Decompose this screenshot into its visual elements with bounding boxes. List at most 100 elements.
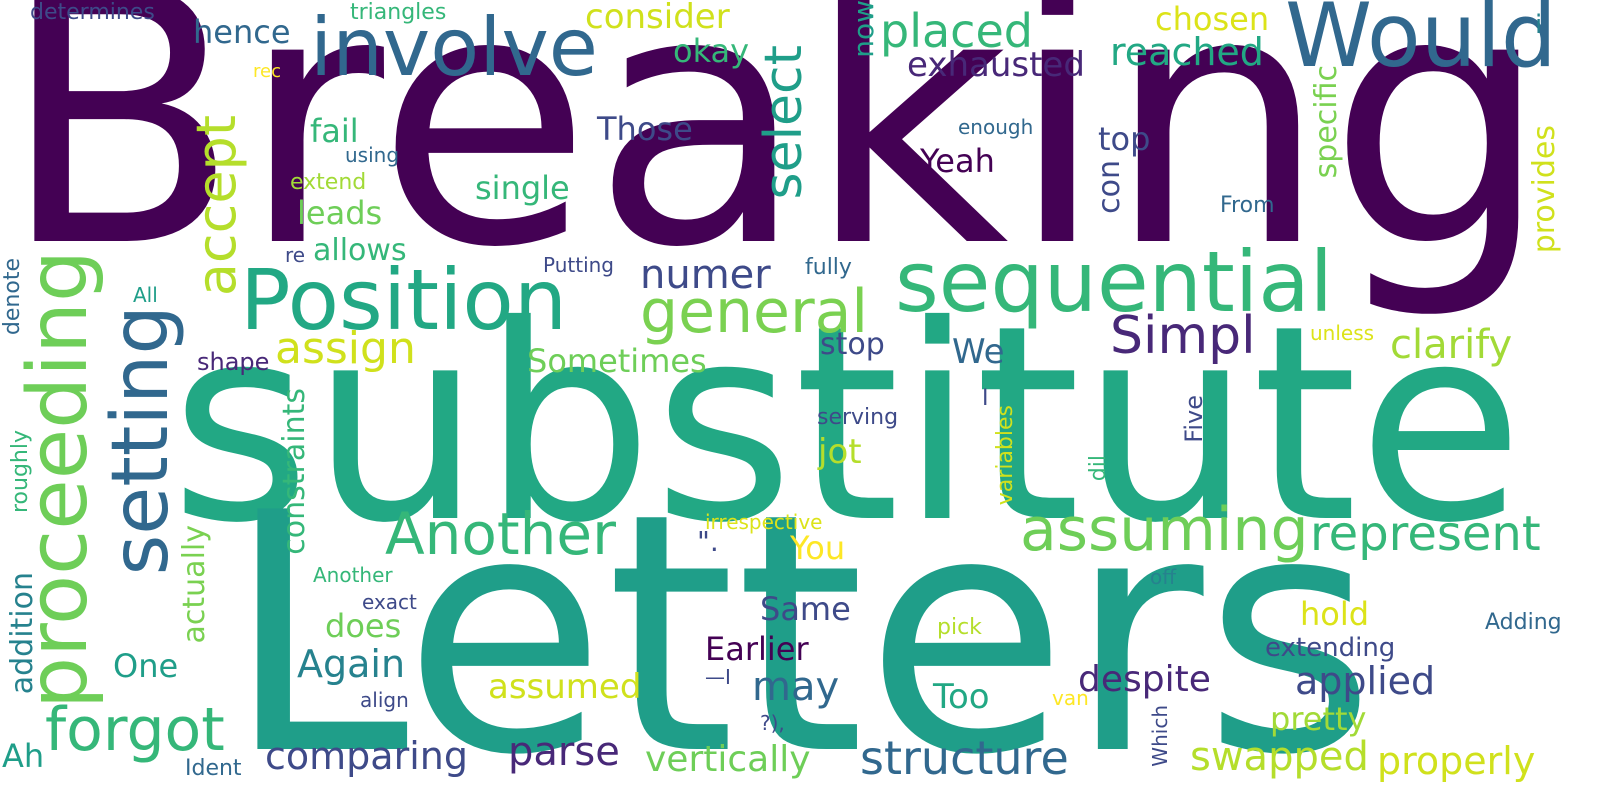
word-another: Another bbox=[385, 500, 616, 568]
word-simpl: Simpl bbox=[1110, 306, 1256, 366]
word-those: Those bbox=[597, 110, 693, 148]
word-denote: denote bbox=[0, 258, 25, 336]
word-swapped: swapped bbox=[1190, 734, 1369, 780]
word-assumed: assumed bbox=[488, 667, 642, 707]
word-one: One bbox=[113, 647, 179, 685]
word-sometimes: Sometimes bbox=[527, 342, 707, 380]
word-exact: exact bbox=[362, 590, 417, 614]
word-from: From bbox=[1220, 193, 1275, 218]
word-using: using bbox=[345, 143, 400, 167]
word-may: may bbox=[752, 664, 840, 710]
word-properly: properly bbox=[1377, 739, 1536, 783]
word-assuming: assuming bbox=[1020, 495, 1309, 565]
word-enough: enough bbox=[958, 115, 1034, 139]
word-consider: consider bbox=[585, 0, 730, 37]
word-too: Too bbox=[933, 677, 990, 717]
word-position: Position bbox=[240, 251, 568, 349]
word-substitute: substitute bbox=[170, 267, 1524, 582]
word-parse: parse bbox=[508, 729, 620, 775]
word-vertically: vertically bbox=[645, 739, 811, 780]
word-same: Same bbox=[760, 590, 851, 628]
word-select: select bbox=[754, 45, 814, 200]
word-van: van bbox=[1052, 686, 1089, 710]
word-now: now bbox=[847, 0, 880, 58]
word-okay: okay bbox=[673, 32, 750, 70]
word-extending: extending bbox=[1265, 633, 1396, 663]
word-all: All bbox=[133, 283, 158, 307]
word-variables: variables bbox=[993, 405, 1018, 506]
word-reached: reached bbox=[1110, 30, 1264, 74]
word-chosen: chosen bbox=[1155, 0, 1270, 38]
word-re: re bbox=[285, 243, 306, 267]
word-irrespective: irrespective bbox=[705, 510, 823, 534]
word-triangles: triangles bbox=[350, 0, 447, 25]
word-I: I bbox=[982, 386, 989, 411]
word-hence: hence bbox=[193, 13, 291, 51]
word-single: single bbox=[475, 169, 570, 207]
word-five: Five bbox=[1180, 395, 1208, 443]
word-assign: assign bbox=[275, 323, 416, 374]
word-putting: Putting bbox=[543, 253, 614, 277]
word-actually: actually bbox=[177, 525, 212, 644]
word-specific: specific bbox=[1309, 65, 1344, 179]
word-roughly: roughly bbox=[8, 430, 33, 514]
word-again: Again bbox=[297, 642, 406, 686]
word-top: top bbox=[1098, 120, 1151, 158]
word-we: We bbox=[952, 332, 1005, 372]
word-ah: Ah bbox=[2, 737, 45, 775]
word-align: align bbox=[360, 688, 409, 712]
word-adding: Adding bbox=[1485, 610, 1562, 635]
word-serving: serving bbox=[817, 405, 899, 430]
word-letters: Letters bbox=[225, 443, 1376, 800]
word-comparing: comparing bbox=[265, 734, 468, 778]
word-hold: hold bbox=[1300, 595, 1370, 633]
word-con: con bbox=[1092, 160, 1127, 214]
word-clarify: clarify bbox=[1390, 322, 1513, 368]
word-pick: pick bbox=[937, 615, 982, 640]
word-off: off bbox=[1150, 565, 1177, 589]
word-question-paren: ?), bbox=[760, 711, 785, 735]
word-allows: allows bbox=[313, 233, 407, 268]
word-represent: represent bbox=[1310, 506, 1541, 562]
word-forgot: forgot bbox=[45, 695, 225, 765]
word-you: You bbox=[790, 529, 846, 567]
word-determines: determines bbox=[30, 0, 155, 25]
word-rec: rec bbox=[253, 61, 281, 82]
word-placed: placed bbox=[880, 4, 1033, 58]
word-addition: addition bbox=[5, 572, 40, 695]
word-which: Which bbox=[1148, 705, 1172, 767]
word-despite: despite bbox=[1078, 659, 1211, 700]
word-sequential: sequential bbox=[895, 233, 1334, 331]
word-i: i bbox=[1535, 10, 1543, 40]
word-fail: fail bbox=[310, 112, 359, 150]
word-extend: extend bbox=[290, 170, 367, 195]
word-shape: shape bbox=[197, 348, 270, 376]
word-involve: involve bbox=[310, 1, 599, 94]
word-would: Would bbox=[1285, 0, 1557, 87]
word-dash-I: —I bbox=[705, 665, 731, 689]
word-pretty: pretty bbox=[1270, 700, 1367, 738]
word-another-small: Another bbox=[313, 563, 393, 587]
word-quote-period: ". bbox=[697, 525, 719, 558]
word-earlier: Earlier bbox=[705, 630, 809, 668]
word-setting: setting bbox=[96, 305, 186, 576]
word-exhausted: exhausted bbox=[907, 45, 1085, 85]
word-general: general bbox=[640, 277, 869, 347]
word-numer: numer bbox=[640, 252, 771, 298]
word-dil: dil bbox=[1086, 455, 1111, 482]
word-constraints: constraints bbox=[277, 388, 312, 555]
word-fully: fully bbox=[805, 255, 852, 280]
word-stop: stop bbox=[820, 327, 885, 362]
word-unless: unless bbox=[1310, 321, 1375, 345]
word-structure: structure bbox=[860, 731, 1069, 785]
word-leads: leads bbox=[297, 194, 383, 232]
word-breaking: Breaking bbox=[0, 0, 1551, 324]
word-yeah: Yeah bbox=[920, 142, 995, 180]
word-applied: applied bbox=[1295, 659, 1436, 703]
word-accept: accept bbox=[185, 115, 248, 297]
word-does: does bbox=[325, 607, 402, 645]
word-ident: Ident bbox=[185, 756, 242, 781]
word-jot: jot bbox=[818, 432, 862, 472]
word-provides: provides bbox=[1527, 125, 1562, 254]
